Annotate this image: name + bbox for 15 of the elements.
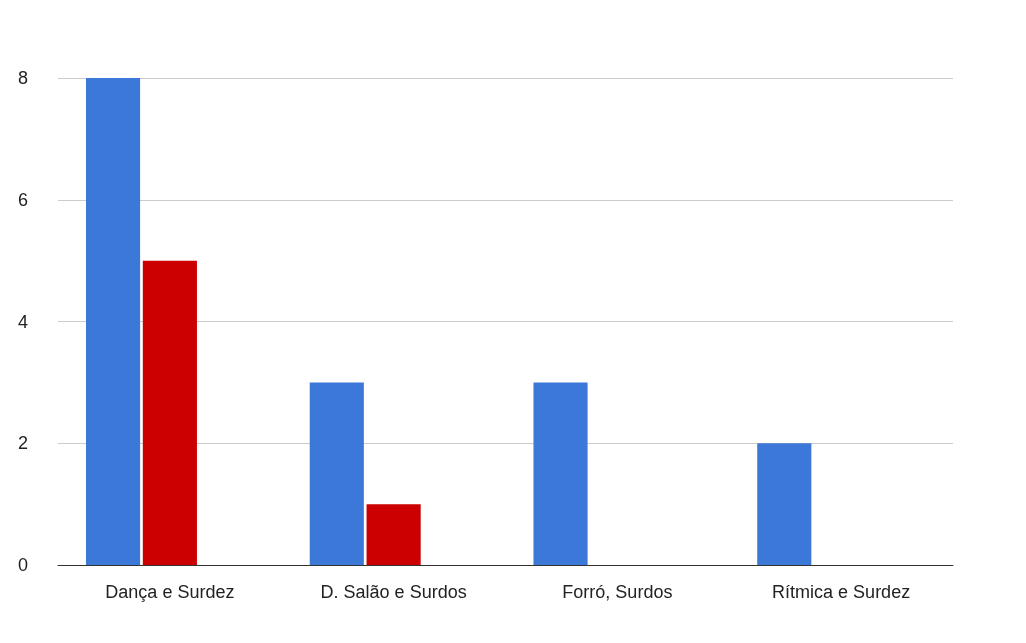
bar [142, 260, 197, 565]
x-tick-label: Forró, Surdos [562, 582, 673, 602]
y-tick-label: 4 [17, 311, 28, 332]
y-tick-label: 0 [17, 555, 28, 575]
x-tick-label: Dança e Surdez [105, 582, 235, 602]
bar [757, 443, 812, 565]
bar [85, 78, 141, 565]
bar [533, 382, 588, 565]
bar [366, 504, 421, 565]
y-tick-label: 8 [17, 68, 28, 88]
x-tick-label: Rítmica e Surdez [772, 582, 911, 602]
x-tick-label: D. Salão e Surdos [320, 582, 467, 602]
bar [309, 382, 364, 565]
y-tick-label: 2 [17, 433, 28, 454]
y-tick-label: 6 [17, 189, 28, 210]
